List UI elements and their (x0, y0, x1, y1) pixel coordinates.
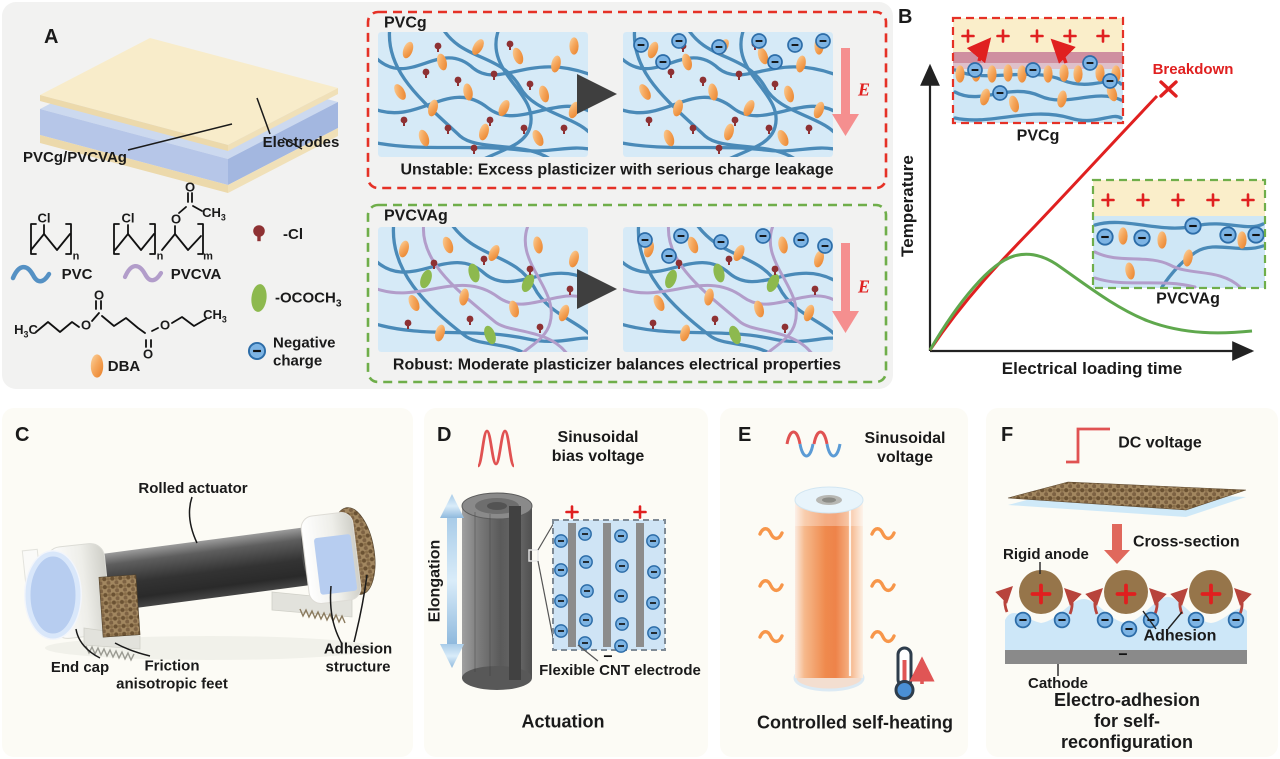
breakdown-label: Breakdown (1152, 61, 1234, 79)
pvcg-box-caption: Unstable: Excess plasticizer with seriou… (400, 161, 834, 179)
x-axis-label: Electrical loading time (1001, 358, 1183, 378)
adhesion-label: Adhesion (1143, 627, 1217, 645)
elongation-arrow-icon (440, 494, 464, 668)
pvcvag-curve (928, 252, 1253, 351)
cross-section-arrow-icon (1104, 524, 1130, 564)
friction-mesh (98, 574, 141, 638)
pvcvag-inset-label: PVCVAg (1156, 290, 1220, 308)
atom-o: O (170, 211, 182, 227)
field-label-e: E (857, 79, 871, 100)
pvcva-chain-icon (122, 264, 164, 283)
panel-letter-e: E (738, 424, 752, 446)
thermometer-icon (894, 646, 935, 700)
pvcvag-box-caption: Robust: Moderate plasticizer balances el… (392, 356, 842, 374)
subscript-n: n (156, 250, 164, 263)
negative-charge-icon (247, 341, 267, 361)
dc-voltage-label: DC voltage (1118, 434, 1202, 452)
cathode-minus-symbol: − (1118, 646, 1128, 664)
breakdown-x-icon (1159, 80, 1178, 98)
sine-wave-icon (476, 429, 516, 468)
adhesion-arrows (995, 586, 1252, 615)
actuation-schematic (440, 429, 666, 690)
pvcg-box-title: PVCg (384, 14, 427, 32)
electric-field-arrow-icon (832, 243, 859, 333)
sine-wave-negative (798, 443, 842, 458)
sine-wave-positive (785, 430, 829, 445)
elongation-label: Elongation (426, 539, 444, 623)
panel-letter-c: C (15, 424, 30, 446)
legend-negative-charge-label: Negative charge (273, 334, 336, 369)
dba-icon (90, 354, 104, 378)
electro-adhesion-schematic (995, 427, 1252, 676)
left-end-cap (24, 543, 141, 662)
pvcg-inset (951, 16, 1125, 125)
atom-o: O (80, 317, 92, 333)
charge-leak-arrow (966, 37, 992, 64)
legend-acetate-label: -OCOCH3 (275, 289, 342, 310)
electro-adhesion-caption: Electro-adhesion for self-reconfiguratio… (1053, 690, 1201, 753)
pvcvag-box-title: PVCVAg (384, 207, 448, 225)
self-heating-schematic (758, 430, 935, 700)
atom-cl: Cl (121, 210, 135, 226)
friction-feet-label: Friction anisotropic feet (116, 657, 228, 692)
pvcg-inset-label: PVCg (1016, 127, 1060, 145)
cross-section-label: Cross-section (1133, 533, 1240, 551)
atom-o: O (142, 346, 154, 362)
panel-letter-b: B (898, 6, 913, 28)
right-blue-pad (314, 534, 358, 595)
charge-leak-arrow (1050, 38, 1076, 64)
cathode-label: Cathode (1028, 675, 1088, 693)
y-axis-label: Temperature (897, 155, 917, 257)
pvc-label: PVC (61, 266, 93, 284)
panel-letter-a: A (44, 26, 59, 48)
cathode-bar (1005, 650, 1247, 664)
pvc-chain-icon (10, 264, 52, 284)
pvcvag-inset (1091, 178, 1267, 290)
atom-o: O (184, 179, 196, 195)
chemical-structures (10, 192, 207, 378)
rigid-anode-label: Rigid anode (1003, 546, 1089, 564)
rolled-cylinder-cut (461, 492, 533, 690)
mesh-sheet (1007, 481, 1247, 517)
field-label-e: E (857, 276, 871, 297)
temperature-plot (920, 16, 1267, 361)
subscript-m: m (203, 250, 213, 263)
pvcvag-network-box (366, 203, 888, 384)
rolled-actuator-label: Rolled actuator (138, 480, 248, 498)
self-heating-caption: Controlled self-heating (756, 712, 954, 733)
gel-layer-label: PVCg/PVCVAg (23, 149, 127, 167)
atom-h3c: H3C (14, 321, 38, 340)
rolled-actuator-3d (21, 496, 376, 662)
legend-cl-label: -Cl (283, 226, 303, 244)
anode-spheres (1019, 570, 1233, 614)
panel-letter-f: F (1001, 424, 1014, 446)
dc-step-icon (1066, 427, 1110, 464)
atom-o: O (159, 317, 171, 333)
adhesion-structure-label: Adhesion structure (323, 640, 393, 675)
device-schematic (40, 38, 338, 193)
end-cap-label: End cap (50, 659, 110, 677)
atom-ch3: CH3 (202, 204, 226, 223)
pvcva-label: PVCVA (170, 266, 222, 284)
pvcg-curve (928, 94, 1159, 351)
atom-o: O (93, 287, 105, 303)
sinusoidal-voltage-label: Sinusoidal voltage (864, 430, 946, 466)
bias-voltage-label: Sinusoidal bias voltage (551, 429, 645, 465)
atom-cl: Cl (37, 210, 51, 226)
heated-cylinder (793, 486, 865, 692)
cross-section-inset (552, 505, 666, 653)
cnt-electrode-label: Flexible CNT electrode (539, 662, 701, 680)
panel-letter-d: D (437, 424, 452, 446)
dba-label: DBA (107, 358, 141, 376)
atom-ch3: CH3 (203, 306, 227, 325)
electric-field-arrow-icon (832, 48, 859, 136)
subscript-n: n (72, 250, 80, 263)
electrodes-label: Electrodes (262, 134, 340, 152)
actuation-caption: Actuation (521, 711, 605, 732)
pvcg-network-box (366, 10, 888, 190)
inset-minus-symbol: − (603, 648, 613, 666)
